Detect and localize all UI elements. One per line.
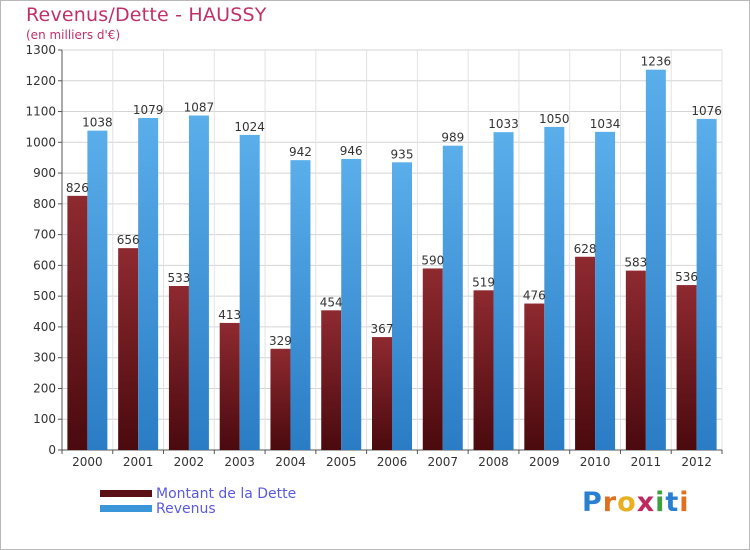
data-labels: 826 1038 656 1079 533 1087 413 1024 329 942 454 946… bbox=[66, 55, 722, 348]
data-label-revenue: 1087 bbox=[184, 101, 215, 115]
y-tick-label: 1300 bbox=[25, 43, 56, 57]
x-tick-label: 2008 bbox=[478, 455, 509, 469]
x-tick-label: 2007 bbox=[427, 455, 458, 469]
bar-debt bbox=[473, 290, 494, 450]
data-label-debt: 519 bbox=[472, 275, 495, 289]
data-label-debt: 413 bbox=[218, 308, 241, 322]
chart-title: Revenus/Dette - HAUSSY bbox=[26, 4, 267, 26]
logo-letter: r bbox=[602, 487, 618, 518]
logo-letter: i bbox=[655, 487, 666, 518]
bar-revenue bbox=[239, 134, 260, 450]
data-label-debt: 454 bbox=[320, 295, 343, 309]
data-label-debt: 329 bbox=[269, 334, 292, 348]
data-label-debt: 583 bbox=[624, 256, 647, 270]
bar-revenue bbox=[87, 130, 108, 450]
bar-debt bbox=[321, 310, 342, 450]
y-tick-label: 1200 bbox=[25, 74, 56, 88]
data-label-revenue: 1038 bbox=[82, 116, 113, 130]
y-tick-label: 100 bbox=[33, 412, 56, 426]
bar-debt bbox=[676, 285, 697, 450]
data-label-debt: 476 bbox=[523, 289, 546, 303]
proxiti-logo: Proxiti bbox=[582, 487, 690, 518]
y-tick-label: 500 bbox=[33, 289, 56, 303]
logo-letter: o bbox=[617, 487, 637, 518]
data-label-revenue: 935 bbox=[391, 147, 414, 161]
bar-revenue bbox=[341, 158, 362, 450]
bar-revenue bbox=[138, 118, 159, 450]
bar-debt bbox=[422, 268, 443, 450]
x-tick-label: 2000 bbox=[72, 455, 103, 469]
data-label-debt: 656 bbox=[117, 233, 140, 247]
data-label-revenue: 946 bbox=[340, 144, 363, 158]
bar-debt bbox=[625, 270, 646, 450]
bar-revenue bbox=[595, 131, 616, 450]
x-tick-label: 2005 bbox=[326, 455, 357, 469]
y-tick-label: 900 bbox=[33, 166, 56, 180]
y-tick-label: 1100 bbox=[25, 105, 56, 119]
bar-revenue bbox=[392, 162, 412, 451]
data-label-revenue: 1034 bbox=[590, 117, 621, 131]
y-tick-label: 300 bbox=[33, 351, 56, 365]
legend-item-debt: Montant de la Dette bbox=[100, 485, 297, 502]
x-tick-label: 2011 bbox=[631, 455, 662, 469]
x-tick-label: 2003 bbox=[224, 455, 255, 469]
logo-letter: t bbox=[665, 487, 680, 518]
y-tick-label: 1000 bbox=[25, 135, 56, 149]
bar-revenue bbox=[188, 115, 209, 451]
data-label-revenue: 1033 bbox=[488, 117, 519, 131]
data-label-debt: 536 bbox=[675, 270, 698, 284]
logo-letter: x bbox=[636, 487, 656, 518]
y-tick-label: 600 bbox=[33, 258, 56, 272]
bar-debt bbox=[524, 303, 545, 450]
legend-item-revenue: Revenus bbox=[100, 500, 296, 517]
bar-revenue bbox=[290, 160, 311, 450]
bar-debt bbox=[67, 195, 88, 450]
data-label-debt: 533 bbox=[167, 271, 190, 285]
bar-debt bbox=[168, 286, 189, 450]
bar-debt bbox=[372, 337, 392, 450]
legend-label-debt: Montant de la Dette bbox=[156, 485, 297, 502]
y-tick-label: 700 bbox=[33, 228, 56, 242]
legend-swatch-revenue bbox=[100, 505, 152, 512]
data-label-revenue: 989 bbox=[441, 131, 464, 145]
data-label-debt: 628 bbox=[574, 242, 597, 256]
x-tick-label: 2006 bbox=[377, 455, 408, 469]
x-tick-label: 2004 bbox=[275, 455, 306, 469]
x-tick-label: 2012 bbox=[681, 455, 712, 469]
data-label-revenue: 1024 bbox=[234, 120, 265, 134]
logo-letter: i bbox=[679, 487, 690, 518]
legend: Montant de la Dette Revenus bbox=[100, 485, 297, 517]
x-tick-label: 2002 bbox=[174, 455, 205, 469]
data-label-revenue: 1076 bbox=[691, 104, 722, 118]
data-label-revenue: 1050 bbox=[539, 112, 570, 126]
bar-debt bbox=[118, 248, 139, 450]
y-tick-label: 0 bbox=[48, 443, 56, 457]
bar-revenue bbox=[493, 132, 514, 450]
legend-label-revenue: Revenus bbox=[156, 500, 216, 517]
bar-revenue bbox=[442, 145, 463, 450]
x-tick-label: 2009 bbox=[529, 455, 560, 469]
data-label-revenue: 942 bbox=[289, 145, 312, 159]
data-label-debt: 367 bbox=[371, 322, 394, 336]
bar-debt bbox=[219, 322, 240, 450]
bar-revenue bbox=[696, 118, 717, 450]
data-label-revenue: 1236 bbox=[641, 55, 672, 69]
x-tick-label: 2001 bbox=[123, 455, 154, 469]
y-tick-label: 800 bbox=[33, 197, 56, 211]
bar-revenue bbox=[544, 126, 565, 450]
bars bbox=[67, 69, 717, 451]
bar-debt bbox=[270, 348, 291, 450]
data-label-revenue: 1079 bbox=[133, 103, 164, 117]
y-tick-label: 200 bbox=[33, 381, 56, 395]
bar-revenue bbox=[645, 69, 666, 450]
legend-swatch-debt bbox=[100, 490, 152, 497]
bar-debt bbox=[575, 256, 596, 450]
data-label-debt: 826 bbox=[66, 181, 89, 195]
y-tick-label: 400 bbox=[33, 320, 56, 334]
logo-letter: P bbox=[582, 487, 603, 518]
x-tick-label: 2010 bbox=[580, 455, 611, 469]
data-label-debt: 590 bbox=[421, 253, 444, 267]
chart-subtitle: (en milliers d'€) bbox=[26, 28, 121, 42]
